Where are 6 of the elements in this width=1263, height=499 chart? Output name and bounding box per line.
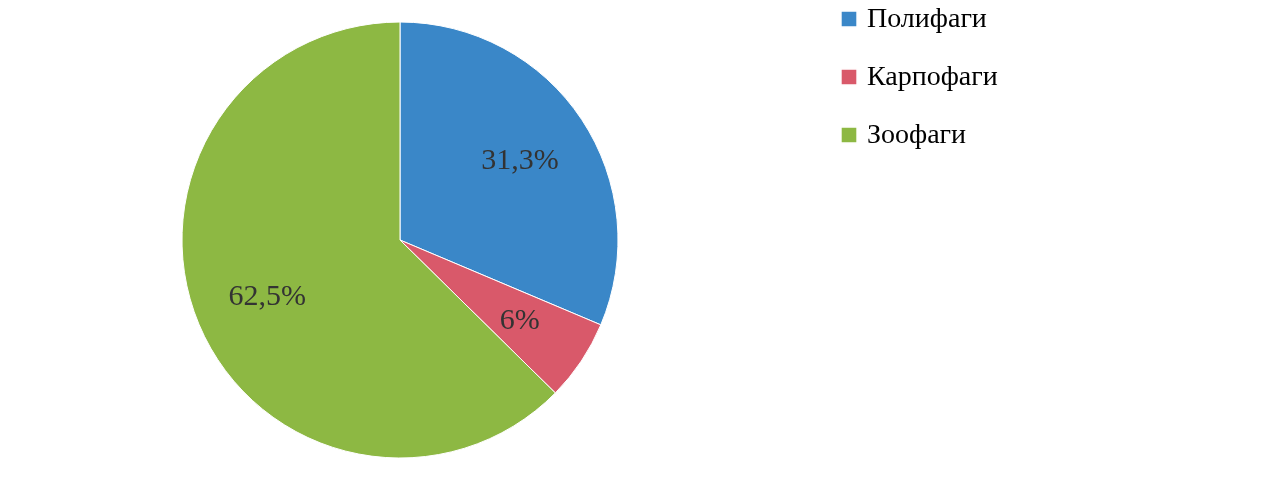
data-label: 31,3% bbox=[481, 142, 559, 176]
data-label: 6% bbox=[499, 301, 540, 335]
data-label: 62,5% bbox=[228, 277, 307, 311]
legend-label: Зоофаги bbox=[867, 118, 967, 149]
legend-label: Карпофаги bbox=[867, 60, 998, 91]
legend-label: Полифаги bbox=[867, 2, 987, 33]
